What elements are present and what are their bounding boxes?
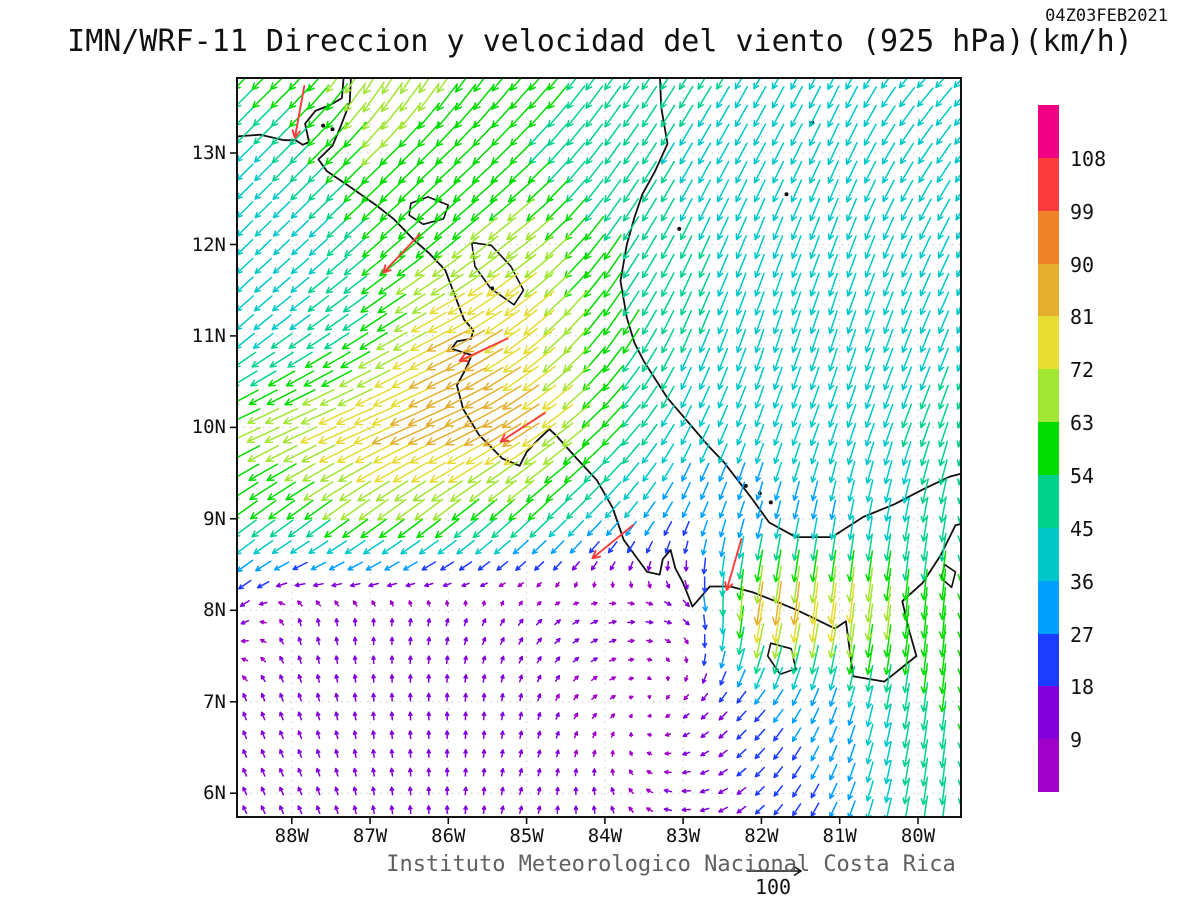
colorbar-label: 81: [1070, 305, 1095, 330]
lat-tick-label: 12N: [191, 233, 226, 256]
colorbar-label: 63: [1070, 411, 1095, 436]
lon-tick-label: 81W: [822, 825, 857, 847]
colorbar-label: 27: [1070, 622, 1095, 647]
footer-caption: Instituto Meteorologico Nacional Costa R…: [386, 852, 956, 877]
reference-arrow: [747, 865, 802, 877]
lon-tick-label: 86W: [431, 825, 466, 847]
lat-tick-label: 7N: [203, 690, 226, 713]
lat-tick-label: 9N: [203, 507, 226, 530]
colorbar-cell: [1038, 210, 1059, 264]
colorbar-cell: [1038, 157, 1059, 212]
colorbar-label: 90: [1070, 252, 1095, 277]
timestamp: 04Z03FEB2021: [1045, 6, 1168, 26]
colorbar-label: 36: [1070, 569, 1095, 594]
colorbar-label: 108: [1070, 146, 1107, 171]
colorbar-cell: [1038, 105, 1059, 159]
lon-tick-label: 85W: [509, 825, 544, 847]
colorbar-cell: [1038, 739, 1059, 793]
colorbar-label: 72: [1070, 358, 1095, 383]
plot-frame: [236, 77, 962, 818]
colorbar-cell: [1038, 580, 1059, 634]
lon-tick-label: 84W: [587, 825, 623, 847]
lat-tick-label: 6N: [203, 782, 226, 805]
lon-tick-label: 83W: [665, 825, 701, 847]
lon-tick-label: 82W: [744, 825, 779, 847]
colorbar-cell: [1038, 263, 1059, 317]
lon-tick-label: 80W: [900, 825, 936, 847]
lat-tick-label: 10N: [191, 416, 226, 439]
colorbar-cell: [1038, 316, 1059, 370]
lat-tick-label: 11N: [191, 324, 226, 347]
lat-tick-label: 13N: [191, 142, 226, 164]
colorbar-label: 99: [1070, 199, 1095, 224]
axis-ticks: [230, 152, 919, 824]
colorbar: [1038, 105, 1059, 793]
page-title: IMN/WRF-11 Direccion y velocidad del vie…: [67, 24, 1133, 59]
wind-arrows: [237, 78, 961, 817]
colorbar-label: 54: [1070, 463, 1095, 488]
colorbar-cell: [1038, 369, 1059, 423]
colorbar-cell: [1038, 686, 1059, 740]
colorbar-label: 18: [1070, 675, 1095, 700]
colorbar-label: 9: [1070, 728, 1083, 753]
colorbar-cell: [1038, 633, 1059, 687]
colorbar-cell: [1038, 527, 1059, 582]
lon-tick-label: 88W: [274, 825, 309, 847]
lat-tick-label: 8N: [203, 599, 226, 622]
lon-tick-label: 87W: [352, 825, 388, 847]
colorbar-cell: [1038, 422, 1059, 476]
colorbar-label: 45: [1070, 516, 1095, 541]
colorbar-cell: [1038, 474, 1059, 529]
reference-value: 100: [754, 875, 792, 899]
